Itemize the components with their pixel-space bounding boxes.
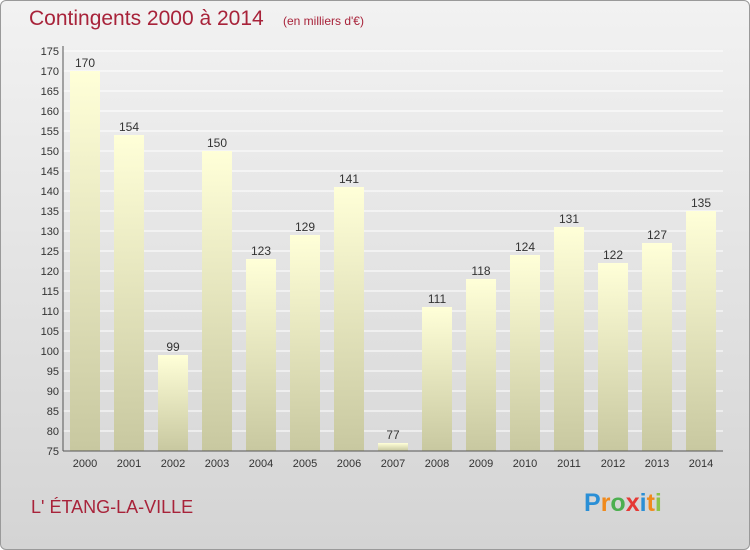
value-label-2001: 154 (119, 120, 139, 134)
logo-letter: t (646, 489, 655, 517)
y-tick-label: 90 (47, 386, 59, 398)
value-label-2008: 111 (428, 292, 447, 306)
axes: 75 80 85 90 95 100 105 110 115 120 125 130 135 140 145… (41, 46, 723, 470)
value-label-2007: 77 (386, 428, 400, 442)
bar-2013 (642, 243, 672, 451)
bar-2011 (554, 227, 584, 451)
logo-letter: x (625, 489, 640, 517)
logo-letter: i (654, 489, 662, 517)
bar-2012 (598, 263, 628, 451)
logo-letter: i (639, 489, 647, 517)
x-tick-label-2009: 2009 (469, 458, 493, 470)
x-tick-label-2012: 2012 (601, 458, 625, 470)
x-tick-label-2010: 2010 (513, 458, 537, 470)
chart-subtitle: (en milliers d'€) (283, 14, 364, 28)
x-tick-label-2004: 2004 (249, 458, 273, 470)
y-tick-label: 130 (41, 226, 59, 238)
y-tick-label: 165 (41, 86, 59, 98)
value-label-2012: 122 (603, 248, 623, 262)
commune-name: L' ÉTANG-LA-VILLE (31, 497, 194, 517)
bar-2010 (510, 255, 540, 451)
bar-2008 (422, 307, 452, 451)
y-tick-label: 100 (41, 346, 59, 358)
value-label-2004: 123 (251, 244, 271, 258)
y-tick-label: 140 (41, 186, 59, 198)
bar-2000 (70, 71, 100, 451)
bar-2014 (686, 211, 716, 451)
y-tick-label: 115 (41, 286, 59, 298)
x-tick-label-2003: 2003 (205, 458, 229, 470)
y-tick-label: 170 (41, 66, 59, 78)
y-tick-label: 145 (41, 166, 59, 178)
chart-title: Contingents 2000 à 2014 (29, 7, 264, 30)
bar-2002 (158, 355, 188, 451)
value-label-2011: 131 (559, 212, 579, 226)
bar-2009 (466, 279, 496, 451)
proxiti-logo[interactable]: Proxiti (584, 489, 662, 518)
bar-2006 (334, 187, 364, 451)
x-tick-label-2002: 2002 (161, 458, 185, 470)
value-label-2014: 135 (691, 196, 711, 210)
y-tick-label: 160 (41, 106, 59, 118)
y-tick-label: 135 (41, 206, 59, 218)
value-label-2009: 118 (471, 264, 490, 278)
y-tick-label: 120 (41, 266, 59, 278)
value-label-2006: 141 (339, 172, 359, 186)
bar-2001 (114, 135, 144, 451)
value-label-2013: 127 (647, 228, 667, 242)
y-tick-label: 110 (41, 306, 59, 318)
x-tick-label-2008: 2008 (425, 458, 449, 470)
x-tick-label-2001: 2001 (117, 458, 141, 470)
logo-letter: P (584, 489, 601, 517)
value-label-2002: 99 (166, 340, 180, 354)
value-label-2000: 170 (75, 56, 95, 70)
y-tick-label: 150 (41, 146, 59, 158)
y-tick-label: 125 (41, 246, 59, 258)
value-label-2005: 129 (295, 220, 315, 234)
y-tick-label: 75 (47, 446, 59, 458)
y-tick-label: 80 (47, 426, 59, 438)
bar-2005 (290, 235, 320, 451)
logo-letter: o (610, 489, 626, 517)
y-tick-label: 175 (41, 46, 59, 58)
y-tick-label: 105 (41, 326, 59, 338)
x-tick-label-2013: 2013 (645, 458, 669, 470)
x-tick-label-2006: 2006 (337, 458, 361, 470)
bars: 170 154 99 150 123 129 141 77 111 118 124 131 122 127… (70, 56, 716, 451)
y-tick-label: 95 (47, 366, 59, 378)
x-tick-label-2007: 2007 (381, 458, 405, 470)
bar-2004 (246, 259, 276, 451)
x-tick-label-2000: 2000 (73, 458, 97, 470)
y-tick-label: 85 (47, 406, 59, 418)
x-tick-label-2014: 2014 (689, 458, 713, 470)
x-tick-label-2005: 2005 (293, 458, 317, 470)
x-tick-label-2011: 2011 (557, 458, 581, 470)
value-label-2010: 124 (515, 240, 535, 254)
value-label-2003: 150 (207, 136, 227, 150)
y-tick-label: 155 (41, 126, 59, 138)
logo-letter: r (600, 489, 611, 517)
bar-2007 (378, 443, 408, 451)
bar-2003 (202, 151, 232, 451)
